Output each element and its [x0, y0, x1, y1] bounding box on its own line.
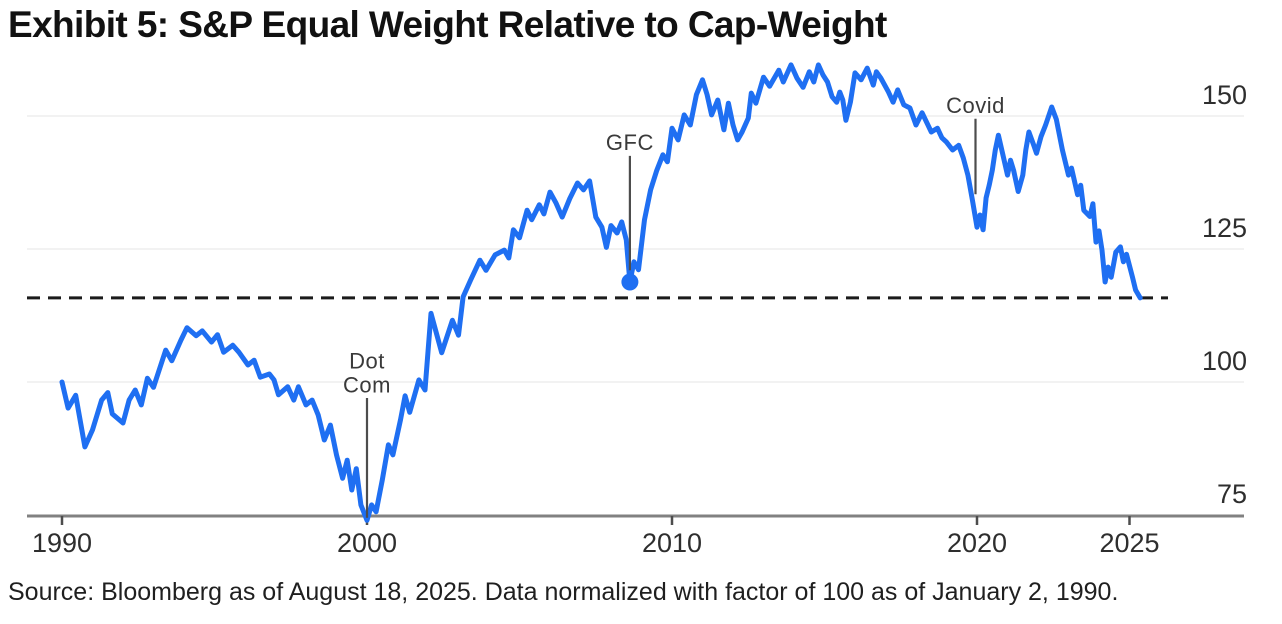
x-tick-label-1990: 1990 [32, 528, 92, 558]
y-tick-label-150: 150 [1202, 80, 1247, 110]
x-tick-label-2010: 2010 [642, 528, 702, 558]
gfc-annotation-label: GFC [606, 130, 654, 155]
x-axis: 1990 2000 2010 2020 2025 [27, 514, 1244, 558]
annotation-dot-com: Dot Com [343, 349, 391, 518]
annotation-gfc: GFC [606, 130, 654, 291]
x-tick-label-2020: 2020 [947, 528, 1007, 558]
x-tick-label-2000: 2000 [337, 528, 397, 558]
annotation-covid: Covid [946, 93, 1005, 195]
y-tick-label-100: 100 [1202, 346, 1247, 376]
source-note: Source: Bloomberg as of August 18, 2025.… [8, 578, 1119, 606]
gfc-marker-dot [621, 273, 639, 291]
covid-annotation-label: Covid [946, 93, 1005, 118]
y-tick-label-125: 125 [1202, 213, 1247, 243]
chart-title: Exhibit 5: S&P Equal Weight Relative to … [8, 4, 887, 45]
series-line-equal-weight-vs-cap-weight [59, 62, 1143, 523]
dot-com-annotation-label: Dot Com [343, 349, 391, 398]
gridlines [27, 115, 1244, 383]
y-tick-label-75: 75 [1217, 479, 1247, 509]
x-tick-label-2025: 2025 [1099, 528, 1159, 558]
